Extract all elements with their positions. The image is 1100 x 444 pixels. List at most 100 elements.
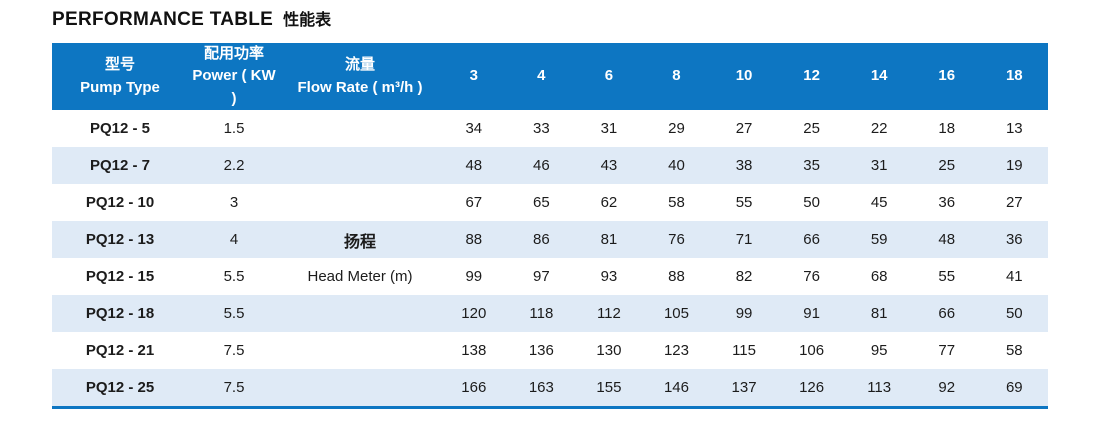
head-value-cell: 27: [1005, 194, 1023, 211]
flow-rate-header-value: 16: [938, 67, 956, 85]
head-value-cell: 18: [938, 120, 956, 137]
head-value-cell: 166: [461, 379, 487, 396]
head-value-cell: 25: [938, 157, 956, 174]
table-row: PQ12 - 10 3 67 65 62 58 55 50 45 36 27: [52, 184, 1048, 221]
head-value-cell: 138: [461, 342, 487, 359]
head-value-cell: 163: [528, 379, 554, 396]
head-value-cell: 120: [461, 305, 487, 322]
head-value-cell: 77: [938, 342, 956, 359]
flow-rate-header-en: Flow Rate ( m³/h ): [297, 78, 423, 96]
head-value-cell: 48: [465, 157, 483, 174]
head-value-cell: 95: [870, 342, 888, 359]
head-value-cell: 155: [596, 379, 622, 396]
head-value-cell: 123: [663, 342, 689, 359]
flow-rate-header-value: 18: [1005, 67, 1023, 85]
head-value-cell: 130: [596, 342, 622, 359]
head-value-cell: 58: [1005, 342, 1023, 359]
power-header: 配用功率 Power ( KW ): [188, 43, 280, 110]
head-value-cell: 76: [668, 231, 685, 248]
head-value-cell: 113: [867, 379, 892, 396]
table-row: PQ12 - 15 5.5 Head Meter (m) 99 97 93 88 82 76 68…: [52, 258, 1048, 295]
head-value-cell: 71: [735, 231, 753, 248]
head-value-cell: 82: [735, 268, 753, 285]
head-value-cell: 76: [803, 268, 820, 285]
table-row: PQ12 - 13 4 扬程 88 86 81 76 71 66 59 48 36: [52, 221, 1048, 258]
power-cell: 5.5: [223, 305, 245, 322]
head-value-cell: 33: [533, 120, 550, 137]
flow-rate-header-value: 3: [469, 67, 478, 85]
head-value-cell: 137: [731, 379, 757, 396]
head-value-cell: 13: [1005, 120, 1023, 137]
pump-type-cell: PQ12 - 13: [85, 231, 155, 248]
head-meter-label-cell: Head Meter (m): [307, 268, 413, 285]
pump-type-header: 型号 Pump Type: [52, 43, 188, 110]
table-row: PQ12 - 21 7.5 138 136 130 123 115 106 95 77 58: [52, 332, 1048, 369]
table-row: PQ12 - 7 2.2 48 46 43 40 38 35 31 25 19: [52, 147, 1048, 184]
head-value-cell: 50: [1005, 305, 1023, 322]
head-value-cell: 106: [799, 342, 825, 359]
head-value-cell: 97: [533, 268, 550, 285]
head-value-cell: 93: [600, 268, 618, 285]
head-value-cell: 45: [870, 194, 888, 211]
head-value-cell: 36: [938, 194, 956, 211]
power-cell: 7.5: [223, 342, 245, 359]
flow-rate-header-value: 8: [672, 67, 681, 85]
pump-type-cell: PQ12 - 25: [85, 379, 155, 396]
power-cell: 7.5: [223, 379, 245, 396]
page-title-zh: 性能表: [283, 12, 332, 29]
head-meter-label-cell: [280, 184, 440, 221]
head-value-cell: 62: [600, 194, 618, 211]
head-value-cell: 38: [735, 157, 753, 174]
head-value-cell: 65: [533, 194, 550, 211]
pump-type-cell: PQ12 - 5: [89, 120, 151, 137]
flow-rate-value-headers: 3 4 6 8 10 12 14 16 18: [440, 43, 1048, 110]
head-value-cell: 19: [1005, 157, 1023, 174]
head-value-cell: 68: [870, 268, 888, 285]
pump-type-cell: PQ12 - 7: [89, 157, 151, 174]
head-value-cell: 67: [465, 194, 483, 211]
head-value-cell: 99: [735, 305, 753, 322]
head-meter-label-cell: [280, 369, 440, 406]
head-value-cell: 118: [529, 305, 554, 322]
power-cell: 1.5: [223, 120, 245, 137]
head-value-cell: 88: [668, 268, 685, 285]
pump-type-cell: PQ12 - 21: [85, 342, 155, 359]
flow-rate-header-zh: 流量: [344, 56, 375, 73]
head-value-cell: 46: [533, 157, 550, 174]
pump-type-cell: PQ12 - 10: [85, 194, 155, 211]
head-value-cell: 69: [1005, 379, 1023, 396]
power-cell: 5.5: [223, 268, 245, 285]
head-value-cell: 22: [870, 120, 888, 137]
flow-rate-header-value: 10: [735, 67, 753, 85]
head-value-cell: 91: [803, 305, 820, 322]
power-cell: 2.2: [223, 157, 245, 174]
head-value-cell: 27: [735, 120, 753, 137]
table-row: PQ12 - 5 1.5 34 33 31 29 27 25 22 18 13: [52, 110, 1048, 147]
head-value-cell: 92: [938, 379, 956, 396]
head-value-cell: 50: [803, 194, 820, 211]
head-meter-label-cell: [280, 295, 440, 332]
page-title-en: PERFORMANCE TABLE: [52, 9, 274, 30]
head-value-cell: 55: [735, 194, 753, 211]
head-value-cell: 31: [600, 120, 618, 137]
head-value-cell: 36: [1005, 231, 1023, 248]
head-value-cell: 66: [803, 231, 820, 248]
power-header-zh: 配用功率: [203, 44, 264, 62]
pump-type-cell: PQ12 - 15: [85, 268, 155, 285]
head-value-cell: 25: [803, 120, 820, 137]
head-value-cell: 29: [668, 120, 685, 137]
head-value-cell: 86: [533, 231, 550, 248]
head-value-cell: 88: [465, 231, 483, 248]
flow-rate-header: 流量 Flow Rate ( m³/h ): [280, 43, 440, 110]
head-meter-label-cell: [280, 110, 440, 147]
head-value-cell: 58: [668, 194, 685, 211]
table-header-row: 型号 Pump Type 配用功率 Power ( KW ) 流量 Flow R…: [52, 43, 1048, 110]
power-cell: 3: [229, 194, 239, 211]
table-row: PQ12 - 25 7.5 166 163 155 146 137 126 113 92 69: [52, 369, 1048, 406]
head-value-cell: 31: [870, 157, 888, 174]
head-value-cell: 105: [663, 305, 689, 322]
head-value-cell: 81: [870, 305, 888, 322]
head-value-cell: 48: [938, 231, 956, 248]
power-cell: 4: [229, 231, 239, 248]
